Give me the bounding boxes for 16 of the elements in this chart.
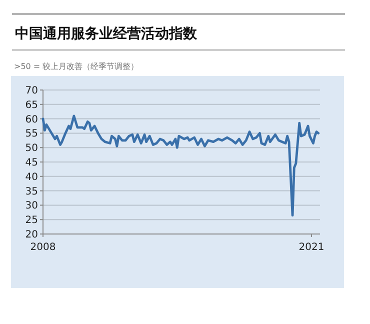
x-tick-label: 2008 [30,242,56,253]
x-tick-label: 2021 [298,242,324,253]
y-tick-label: 55 [25,128,38,140]
y-tick-label: 50 [25,143,38,154]
y-tick-label: 30 [25,200,38,212]
y-tick-label: 70 [25,86,38,96]
y-tick-label: 25 [25,215,38,226]
y-tick-label: 60 [25,114,38,126]
y-tick-label: 65 [25,100,38,111]
chart-title: 中国通用服务业经营活动指数 [15,25,198,42]
y-tick-label: 35 [25,186,38,198]
y-tick-label: 20 [25,230,38,240]
y-tick-label: 40 [25,172,38,183]
y-tick-label: 45 [25,158,38,168]
line-series [42,114,320,216]
chart-subtitle: >50 = 较上月改善（经季节调整） [14,62,139,71]
